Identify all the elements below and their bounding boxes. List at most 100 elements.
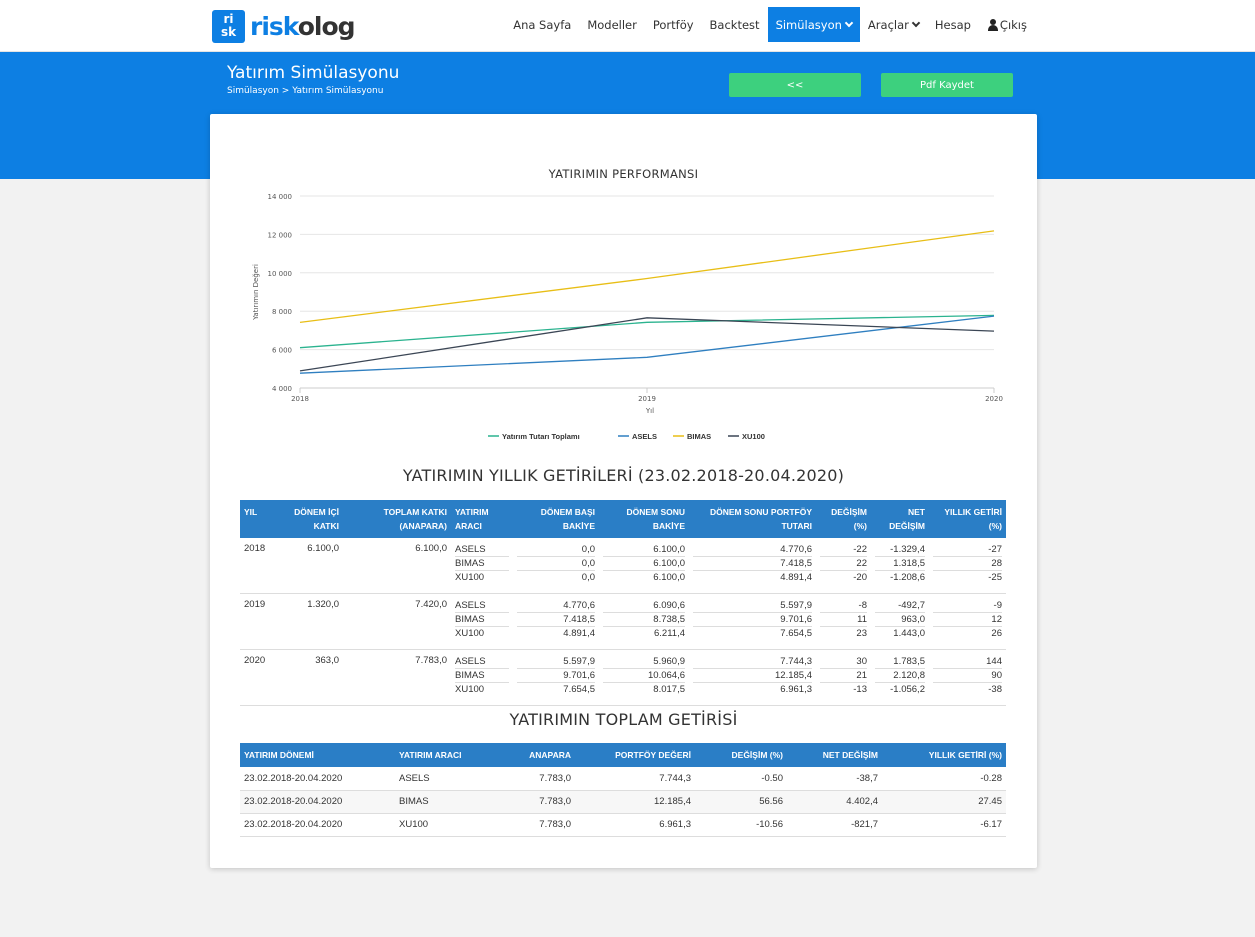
y-tick-label: 8 000 bbox=[272, 308, 292, 316]
page-title: Yatırım Simülasyonu bbox=[227, 63, 400, 83]
main-nav: Ana Sayfa Modeller Portföy Backtest Simü… bbox=[505, 7, 1035, 42]
column-header: YATIRIM ARACI bbox=[395, 743, 495, 767]
y-tick-label: 14 000 bbox=[268, 193, 293, 201]
table-subcell: 1.783,5 bbox=[875, 655, 925, 669]
riskolog-logo[interactable]: ri sk riskolog bbox=[212, 9, 356, 43]
table-subcell: -20 bbox=[853, 572, 867, 583]
x-tick-label: 2018 bbox=[291, 395, 309, 403]
table-subcell: BIMAS bbox=[455, 669, 509, 683]
chart-title: YATIRIMIN PERFORMANSI bbox=[548, 167, 699, 181]
table-cell: 23.02.2018-20.04.2020 bbox=[240, 767, 395, 791]
column-header: DÖNEM SONU PORTFÖY TUTARI bbox=[689, 500, 816, 538]
table-cell: ASELS BIMAS XU100 bbox=[451, 538, 513, 594]
table-subcell: 7.654,5 bbox=[563, 684, 595, 695]
table-subcell: 7.744,3 bbox=[693, 655, 812, 669]
table-subcell: -25 bbox=[988, 572, 1002, 583]
table-cell: -0.28 bbox=[882, 767, 1006, 791]
table-subcell: -1.329,4 bbox=[875, 543, 925, 557]
table-subcell: 6.211,4 bbox=[654, 628, 685, 639]
table-subcell: 12.185,4 bbox=[693, 669, 812, 683]
table-subcell: 23 bbox=[856, 628, 867, 639]
table-cell: 23.02.2018-20.04.2020 bbox=[240, 813, 395, 837]
table-subcell: XU100 bbox=[455, 684, 485, 695]
table-subcell: 963,0 bbox=[875, 613, 925, 627]
table-subcell: -9 bbox=[933, 599, 1002, 613]
table-row: 2020 363,0 7.783,0 ASELS BIMAS XU100 5.597,9 9.… bbox=[240, 649, 1006, 706]
x-tick-label: 2019 bbox=[638, 395, 656, 403]
table-cell: 6.100,0 6.100,0 6.100,0 bbox=[599, 538, 689, 594]
table-cell: -10.56 bbox=[695, 813, 787, 837]
nav-item-ana-sayfa[interactable]: Ana Sayfa bbox=[513, 17, 572, 32]
table-subcell: 1.443,0 bbox=[893, 628, 925, 639]
table-cell: 5.597,9 9.701,6 7.654,5 bbox=[689, 594, 816, 650]
table-subcell: 6.100,0 bbox=[653, 572, 685, 583]
nav-item-cikis[interactable]: Çıkış bbox=[979, 7, 1035, 42]
table-cell: -0.50 bbox=[695, 767, 787, 791]
logo-wordmark: riskolog bbox=[250, 11, 356, 41]
table-cell: 0,0 0,0 0,0 bbox=[513, 538, 599, 594]
table-subcell: 6.100,0 bbox=[603, 557, 685, 571]
table-cell: 30 21 -13 bbox=[816, 650, 871, 706]
table-cell: 23.02.2018-20.04.2020 bbox=[240, 790, 395, 814]
column-header: DEĞİŞİM (%) bbox=[695, 743, 787, 767]
simulation-card: YATIRIMIN PERFORMANSI 14 000 12 000 10 000… bbox=[210, 114, 1037, 868]
table-cell: 5.597,9 9.701,6 7.654,5 bbox=[513, 650, 599, 706]
table-cell: 7.744,3 bbox=[575, 767, 695, 791]
series-line-yat-r-m-tutar-toplam- bbox=[299, 314, 995, 349]
table-cell: 363,0 bbox=[315, 655, 339, 666]
table-subcell: -8 bbox=[820, 599, 867, 613]
user-icon bbox=[987, 18, 999, 31]
table-subcell: -1.208,6 bbox=[890, 572, 925, 583]
table-subcell: ASELS bbox=[455, 655, 509, 669]
table-cell: -8 11 23 bbox=[816, 594, 871, 650]
table-cell: 7.744,3 12.185,4 6.961,3 bbox=[689, 650, 816, 706]
table-row: 23.02.2018-20.04.2020 XU100 7.783,0 6.961,3… bbox=[240, 813, 1006, 837]
table-subcell: 21 bbox=[820, 669, 867, 683]
table-cell: -9 12 26 bbox=[929, 594, 1006, 650]
nav-item-simulasyon[interactable]: Simülasyon bbox=[767, 7, 860, 42]
table-subcell: XU100 bbox=[455, 572, 485, 583]
nav-item-backtest[interactable]: Backtest bbox=[709, 17, 760, 32]
table-row: 23.02.2018-20.04.2020 ASELS 7.783,0 7.744,3… bbox=[240, 767, 1006, 791]
table-subcell: 0,0 bbox=[517, 543, 595, 557]
table-subcell: 4.770,6 bbox=[517, 599, 595, 613]
column-header: NET DEĞİŞİM bbox=[871, 500, 929, 538]
nav-item-portfoy[interactable]: Portföy bbox=[652, 17, 694, 32]
pdf-save-button[interactable]: Pdf Kaydet bbox=[881, 73, 1013, 97]
table-cell: 7.420,0 bbox=[415, 599, 447, 610]
table-cell: 6.961,3 bbox=[575, 813, 695, 837]
back-button[interactable]: << bbox=[729, 73, 861, 97]
table-subcell: 2.120,8 bbox=[875, 669, 925, 683]
table-cell: 6.090,6 8.738,5 6.211,4 bbox=[599, 594, 689, 650]
y-tick-label: 10 000 bbox=[268, 270, 293, 278]
table-subcell: 30 bbox=[820, 655, 867, 669]
table-row: 2018 6.100,0 6.100,0 ASELS BIMAS XU100 0,0 0,0 0… bbox=[240, 538, 1006, 594]
table-subcell: 144 bbox=[933, 655, 1002, 669]
breadcrumb[interactable]: Simülasyon > Yatırım Simülasyonu bbox=[227, 86, 384, 96]
column-header: ANAPARA bbox=[495, 743, 575, 767]
table-subcell: ASELS bbox=[455, 543, 509, 557]
table-cell: 2020 bbox=[244, 655, 266, 666]
table-cell: -821,7 bbox=[787, 813, 882, 837]
table-subcell: 4.891,4 bbox=[780, 572, 812, 583]
performance-chart: 14 000 12 000 10 000 8 000 6 000 4 000 2018 201… bbox=[252, 193, 1003, 441]
total-return-title: YATIRIMIN TOPLAM GETİRİSİ bbox=[509, 710, 738, 729]
column-header: YATIRIM ARACI bbox=[451, 500, 513, 538]
series-line-asels bbox=[299, 315, 995, 374]
table-subcell: -22 bbox=[820, 543, 867, 557]
table-subcell: BIMAS bbox=[455, 613, 509, 627]
table-subcell: 28 bbox=[933, 557, 1002, 571]
column-header: YILLIK GETİRİ (%) bbox=[929, 500, 1006, 538]
table-subcell: 7.418,5 bbox=[517, 613, 595, 627]
nav-item-modeller[interactable]: Modeller bbox=[587, 17, 637, 32]
table-subcell: 8.017,5 bbox=[653, 684, 685, 695]
column-header: DÖNEM SONU BAKİYE bbox=[599, 500, 689, 538]
chevron-down-icon bbox=[911, 18, 921, 27]
table-cell: 1.320,0 bbox=[307, 599, 339, 610]
top-navbar: ri sk riskolog Ana Sayfa Modeller Portfö… bbox=[0, 0, 1255, 52]
table-cell: 5.960,9 10.064,6 8.017,5 bbox=[599, 650, 689, 706]
nav-item-araclar[interactable]: Araçlar bbox=[860, 7, 927, 42]
nav-item-hesap[interactable]: Hesap bbox=[934, 17, 971, 32]
table-row: 23.02.2018-20.04.2020 BIMAS 7.783,0 12.185,… bbox=[240, 790, 1006, 814]
annual-returns-table: YIL DÖNEM İÇİ KATKI TOPLAM KATKI (ANAPARA)… bbox=[240, 500, 1006, 706]
